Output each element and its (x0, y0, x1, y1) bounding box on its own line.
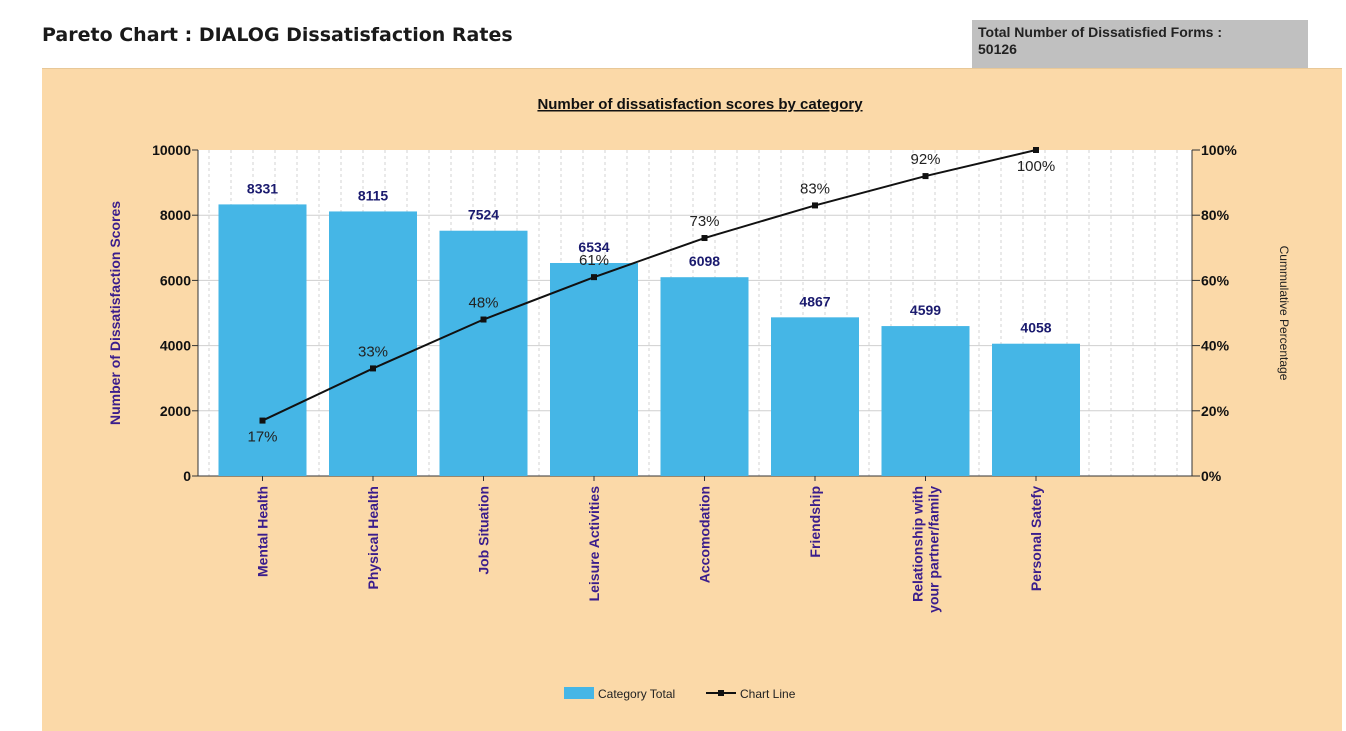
line-percent-label: 83% (800, 180, 830, 197)
x-category-label-line: Mental Health (255, 486, 271, 577)
y2-axis-title: Cummulative Percentage (1277, 246, 1291, 381)
x-category-label-line: Personal Satefy (1028, 486, 1044, 591)
x-category-label-line: Job Situation (476, 486, 492, 575)
x-category-label-line: Relationship with (910, 486, 926, 602)
bar (660, 277, 749, 476)
bar (992, 343, 1080, 476)
total-forms-value: 50126 (978, 41, 1017, 57)
y-axis-title: Number of Dissatisfaction Scores (107, 201, 123, 425)
y-tick-label-left: 10000 (152, 142, 191, 158)
x-category-label: Leisure Activities (586, 486, 602, 602)
bar (550, 262, 638, 476)
page-title: Pareto Chart : DIALOG Dissatisfaction Ra… (42, 24, 513, 46)
total-forms-box: Total Number of Dissatisfied Forms : 501… (972, 20, 1308, 68)
chart-title: Number of dissatisfaction scores by cate… (537, 96, 863, 113)
line-point (701, 235, 708, 242)
total-forms-label: Total Number of Dissatisfied Forms : (978, 24, 1222, 40)
line-percent-label: 73% (689, 213, 719, 230)
bar-value-label: 4599 (910, 302, 941, 318)
bar (218, 204, 307, 476)
line-percent-label: 92% (910, 151, 940, 168)
line-percent-label: 48% (468, 295, 498, 312)
line-point (259, 417, 266, 424)
line-point (812, 202, 818, 209)
bar-value-label: 6534 (578, 239, 609, 255)
y-tick-label-right: 100% (1201, 142, 1237, 158)
bar-value-label: 8115 (358, 187, 389, 203)
line-percent-label: 61% (579, 252, 609, 269)
x-category-label: Accomodation (697, 486, 713, 583)
x-category-label-line: Accomodation (697, 486, 713, 583)
legend-swatch-bars (564, 687, 594, 699)
bar-value-label: 8331 (247, 180, 278, 196)
x-category-label: Relationship withyour partner/family (910, 486, 942, 613)
line-percent-label: 33% (358, 343, 388, 360)
x-category-label: Friendship (807, 486, 823, 558)
bar-value-label: 6098 (689, 253, 720, 269)
cumulative-line (262, 149, 1037, 422)
y-tick-label-left: 0 (183, 468, 191, 484)
bar-value-label: 4058 (1020, 320, 1051, 336)
x-category-label-line: Physical Health (365, 486, 381, 590)
y-tick-label-right: 40% (1201, 338, 1230, 354)
y-tick-label-right: 60% (1201, 272, 1230, 288)
bar (329, 211, 417, 477)
line-percent-label: 100% (1017, 158, 1055, 175)
x-category-label: Physical Health (365, 486, 381, 590)
legend-label-bars: Category Total (598, 687, 675, 701)
bar-value-label: 7524 (468, 207, 499, 223)
line-point (1033, 147, 1039, 153)
bar (439, 230, 528, 476)
legend-label-line: Chart Line (740, 687, 796, 701)
x-category-label-line: Leisure Activities (586, 486, 602, 602)
x-category-label: Mental Health (255, 486, 271, 577)
pareto-chart: Number of dissatisfaction scores by cate… (107, 96, 1291, 701)
y-tick-label-left: 2000 (160, 403, 191, 419)
chart-panel: Number of dissatisfaction scores by cate… (42, 68, 1342, 731)
bar-value-label: 4867 (799, 293, 830, 309)
x-category-label-line: Friendship (807, 486, 823, 558)
x-category-label-line: your partner/family (926, 486, 942, 613)
bar (881, 326, 970, 476)
line-point (370, 365, 376, 372)
line-point (922, 173, 929, 180)
y-tick-label-left: 4000 (160, 338, 191, 354)
legend-swatch-marker (718, 690, 724, 696)
line-percent-label: 17% (247, 429, 277, 446)
line-point (480, 316, 487, 323)
y-tick-label-right: 0% (1201, 468, 1222, 484)
y-tick-label-left: 6000 (160, 272, 191, 288)
bar (771, 317, 859, 476)
line-point (591, 274, 597, 281)
x-category-label: Job Situation (476, 486, 492, 575)
y-tick-label-left: 8000 (160, 207, 191, 223)
y-tick-label-right: 20% (1201, 403, 1230, 419)
x-category-label: Personal Satefy (1028, 486, 1044, 591)
y-tick-label-right: 80% (1201, 207, 1230, 223)
